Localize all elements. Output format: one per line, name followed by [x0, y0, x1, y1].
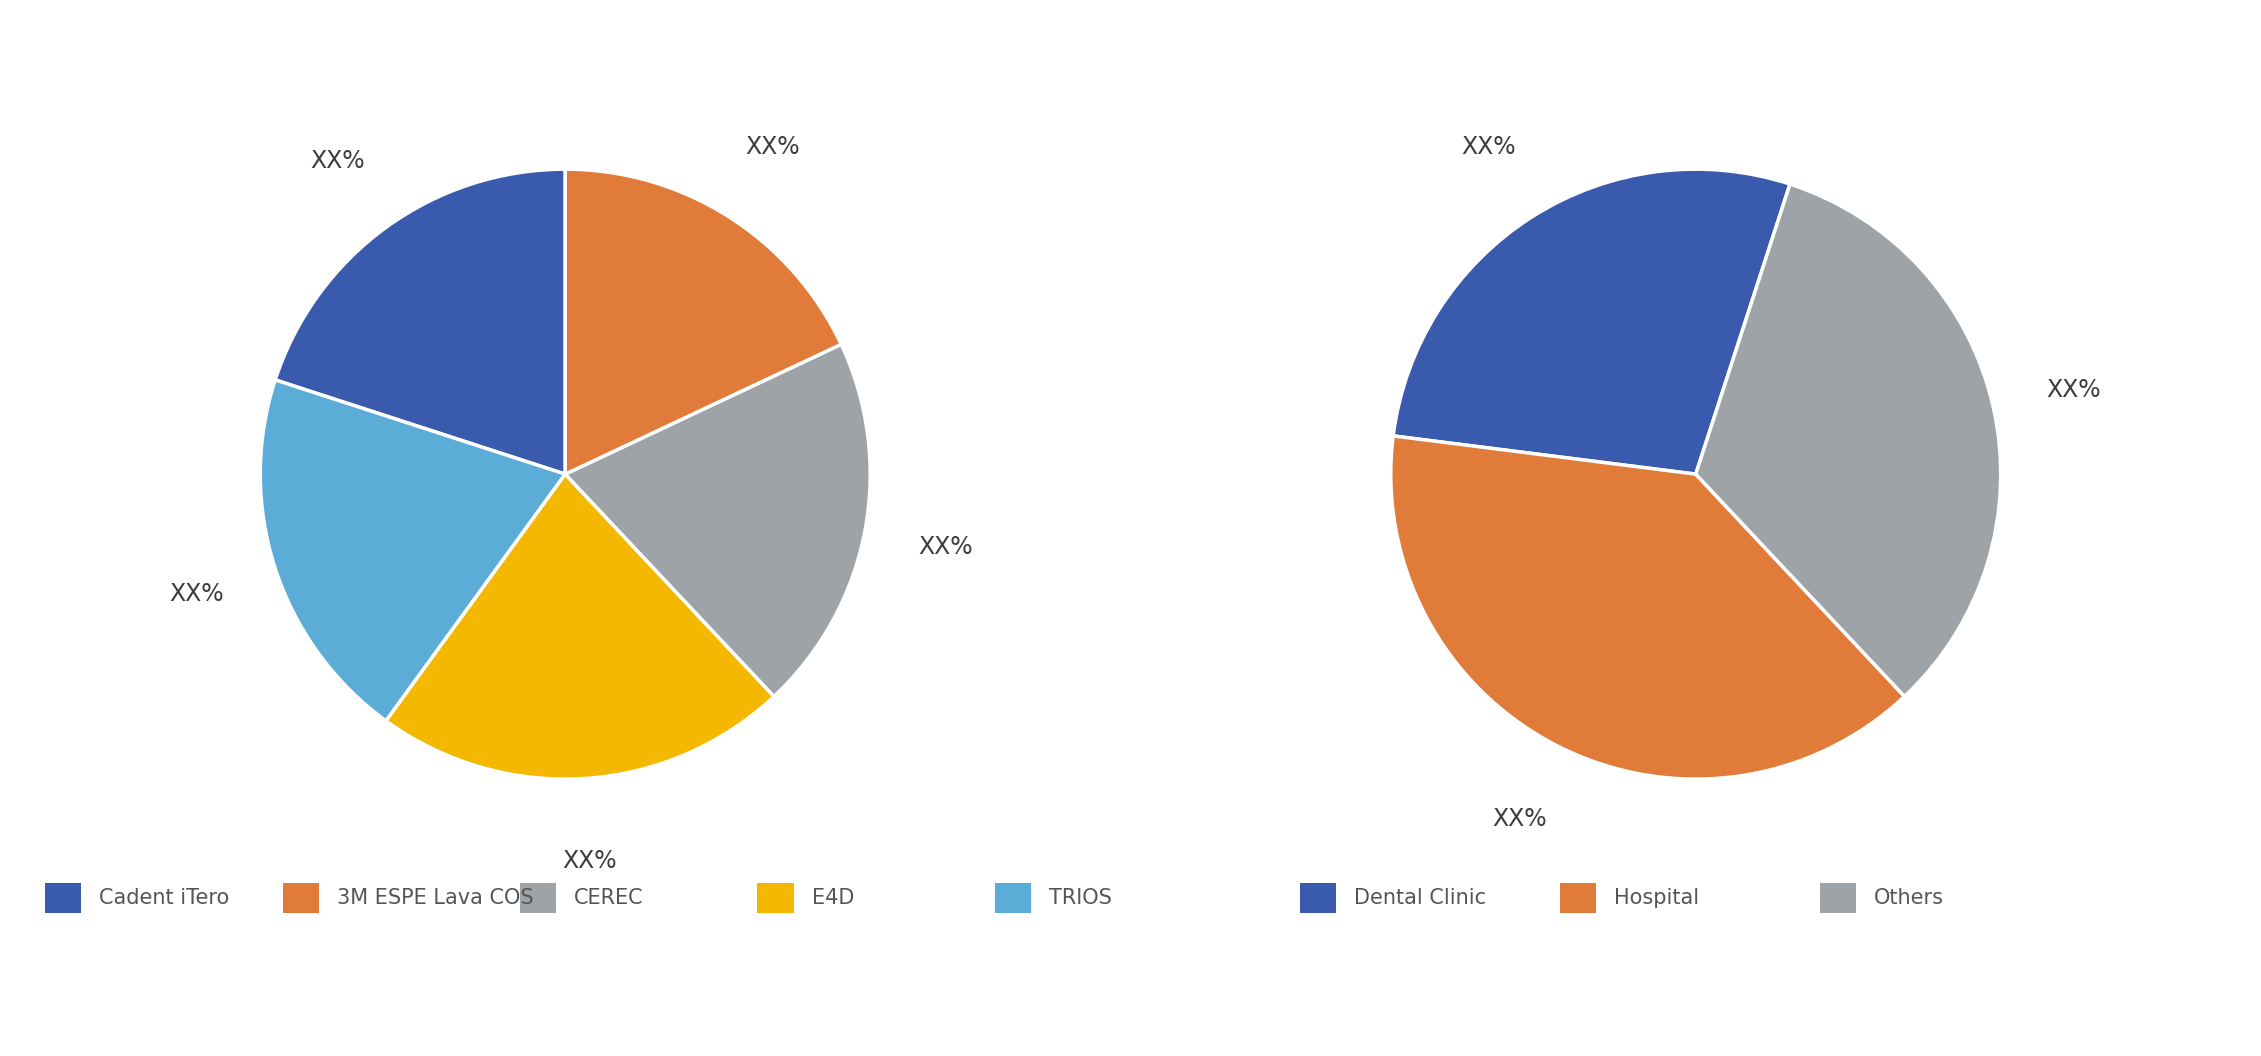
Wedge shape [565, 344, 870, 697]
FancyBboxPatch shape [757, 883, 794, 913]
Text: E4D: E4D [812, 888, 855, 908]
Text: XX%: XX% [2046, 378, 2100, 401]
FancyBboxPatch shape [995, 883, 1031, 913]
Wedge shape [387, 474, 773, 779]
FancyBboxPatch shape [1560, 883, 1596, 913]
Text: Hospital: Hospital [1614, 888, 1700, 908]
FancyBboxPatch shape [520, 883, 556, 913]
Text: XX%: XX% [1461, 135, 1515, 159]
Wedge shape [1393, 169, 1791, 474]
FancyBboxPatch shape [45, 883, 81, 913]
Text: Cadent iTero: Cadent iTero [99, 888, 231, 908]
Text: TRIOS: TRIOS [1049, 888, 1112, 908]
Text: 3M ESPE Lava COS: 3M ESPE Lava COS [337, 888, 534, 908]
Text: XX%: XX% [746, 135, 800, 159]
Text: XX%: XX% [170, 582, 224, 606]
Text: XX%: XX% [310, 149, 364, 173]
Text: Others: Others [1874, 888, 1944, 908]
Text: Fig. Global Intraoral Scanner Market Share by Product Types & Application: Fig. Global Intraoral Scanner Market Sha… [27, 40, 1198, 68]
Wedge shape [276, 169, 565, 474]
Text: Source: Theindustrystats Analysis: Source: Theindustrystats Analysis [45, 994, 448, 1013]
Wedge shape [260, 380, 565, 721]
Text: XX%: XX% [918, 534, 972, 559]
Text: XX%: XX% [1492, 807, 1547, 831]
FancyBboxPatch shape [283, 883, 319, 913]
Text: Website: www.theindustrystats.com: Website: www.theindustrystats.com [1788, 994, 2216, 1013]
FancyBboxPatch shape [1820, 883, 1856, 913]
Wedge shape [1391, 436, 1904, 779]
Wedge shape [565, 169, 841, 474]
Wedge shape [1696, 184, 2001, 697]
Text: XX%: XX% [563, 849, 617, 872]
Text: Email: sales@theindustrystats.com: Email: sales@theindustrystats.com [922, 994, 1339, 1013]
Text: CEREC: CEREC [574, 888, 644, 908]
Text: Dental Clinic: Dental Clinic [1354, 888, 1485, 908]
FancyBboxPatch shape [1300, 883, 1336, 913]
